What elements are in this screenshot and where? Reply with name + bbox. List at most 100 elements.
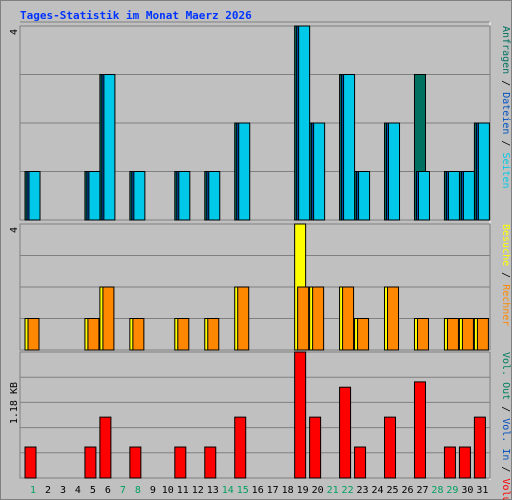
x-tick-label-day-25: 25 — [386, 485, 398, 496]
x-tick-label-day-21: 21 — [327, 485, 339, 496]
x-tick-label-day-26: 26 — [401, 485, 413, 496]
bar-seiten-day-27 — [417, 171, 430, 221]
bar-seiten-day-19 — [298, 25, 311, 221]
legend-2: Besuche / Rechner — [500, 224, 511, 326]
chart-panel-1: 4 — [9, 25, 491, 221]
bar-volumen-day-27 — [413, 381, 426, 479]
bar-rechner-day-5 — [87, 318, 100, 351]
legend-item-besuche: Besuche — [500, 224, 511, 266]
legend-item-vol-out: Vol. Out — [500, 352, 511, 400]
bar-rechner-day-6 — [102, 286, 115, 351]
x-tick-label-day-23: 23 — [357, 485, 369, 496]
x-tick-label-day-16: 16 — [252, 485, 264, 496]
bar-volumen-day-31 — [473, 416, 486, 479]
x-tick-label-day-1: 1 — [30, 485, 36, 496]
legend-3: Vol. Out / Vol. In / Volumen — [500, 352, 511, 500]
bar-seiten-day-23 — [358, 171, 371, 221]
bar-volumen-day-22 — [339, 386, 352, 479]
legend-separator: / — [500, 400, 511, 418]
bar-rechner-day-19 — [297, 286, 310, 351]
legend-separator: / — [500, 74, 511, 92]
bar-volumen-day-11 — [174, 446, 187, 479]
legend-separator: / — [500, 134, 511, 152]
bar-seiten-day-15 — [238, 122, 251, 221]
x-tick-label-day-22: 22 — [342, 485, 354, 496]
bar-rechner-day-27 — [416, 318, 429, 351]
bar-volumen-day-5 — [84, 446, 97, 479]
x-tick-label-day-4: 4 — [75, 485, 81, 496]
x-tick-label-day-19: 19 — [297, 485, 309, 496]
bar-seiten-day-22 — [343, 74, 356, 221]
bar-seiten-day-8 — [133, 171, 146, 221]
x-tick-label-day-13: 13 — [207, 485, 219, 496]
bar-volumen-day-1 — [24, 446, 37, 479]
chart-title: Tages-Statistik im Monat Maerz 2026 — [20, 9, 252, 22]
legend-item-vol-in: Vol. In — [500, 418, 511, 460]
bar-rechner-day-25 — [387, 286, 400, 351]
bar-seiten-day-31 — [477, 122, 490, 221]
x-tick-label-day-31: 31 — [476, 485, 488, 496]
legend-item-anfragen: Anfragen — [500, 26, 511, 74]
x-tick-label-day-17: 17 — [267, 485, 279, 496]
bar-volumen-day-19 — [294, 351, 307, 479]
bar-volumen-day-20 — [309, 416, 322, 479]
legend-separator: / — [500, 460, 511, 478]
bar-seiten-day-20 — [313, 122, 326, 221]
x-tick-label-day-7: 7 — [120, 485, 126, 496]
chart-panel-3: 1.18 KB — [9, 351, 491, 479]
bar-rechner-day-29 — [446, 318, 459, 351]
legend-1: Anfragen / Dateien / Seiten — [500, 26, 511, 189]
x-tick-label-day-27: 27 — [416, 485, 428, 496]
x-tick-label-day-11: 11 — [177, 485, 189, 496]
bar-volumen-day-6 — [99, 416, 112, 479]
bar-rechner-day-1 — [27, 318, 40, 351]
x-tick-label-day-24: 24 — [372, 485, 384, 496]
bar-volumen-day-29 — [443, 446, 456, 479]
y-axis-max-label: 4 — [9, 227, 20, 233]
bar-seiten-day-5 — [88, 171, 101, 221]
legend-item-rechner: Rechner — [500, 284, 511, 326]
x-tick-label-day-5: 5 — [90, 485, 96, 496]
x-tick-label-day-10: 10 — [162, 485, 174, 496]
bar-rechner-day-11 — [177, 318, 190, 351]
x-tick-label-day-6: 6 — [105, 485, 111, 496]
legend-separator: / — [500, 266, 511, 284]
bar-volumen-day-15 — [234, 416, 247, 479]
bar-seiten-day-6 — [103, 74, 116, 221]
x-tick-label-day-2: 2 — [45, 485, 51, 496]
bar-volumen-day-8 — [129, 446, 142, 479]
bar-seiten-day-11 — [178, 171, 191, 221]
legend-item-volumen: Volumen — [500, 478, 511, 500]
bar-seiten-day-30 — [462, 171, 475, 221]
legend-item-dateien: Dateien — [500, 92, 511, 134]
bar-rechner-day-22 — [342, 286, 355, 351]
x-tick-label-day-28: 28 — [431, 485, 443, 496]
bar-seiten-day-1 — [28, 171, 41, 221]
bar-volumen-day-23 — [354, 446, 367, 479]
bar-seiten-day-25 — [388, 122, 401, 221]
legend-item-seiten: Seiten — [500, 152, 511, 188]
x-tick-label-day-9: 9 — [150, 485, 156, 496]
bar-rechner-day-23 — [357, 318, 370, 351]
x-tick-label-day-20: 20 — [312, 485, 324, 496]
y-axis-max-label: 1.18 KB — [9, 382, 20, 424]
y-axis-max-label: 4 — [9, 29, 20, 35]
bar-rechner-day-15 — [237, 286, 250, 351]
chart-panel-2: 4 — [9, 223, 491, 351]
x-tick-label-day-3: 3 — [60, 485, 66, 496]
x-tick-label-day-15: 15 — [237, 485, 249, 496]
bar-rechner-day-8 — [132, 318, 145, 351]
x-tick-label-day-30: 30 — [461, 485, 473, 496]
bar-rechner-day-20 — [312, 286, 325, 351]
x-tick-label-day-29: 29 — [446, 485, 458, 496]
bar-rechner-day-30 — [461, 318, 474, 351]
x-tick-label-day-8: 8 — [135, 485, 141, 496]
x-tick-label-day-18: 18 — [282, 485, 294, 496]
x-tick-label-day-12: 12 — [192, 485, 204, 496]
bar-volumen-day-25 — [384, 416, 397, 479]
bar-rechner-day-31 — [476, 318, 489, 351]
bar-seiten-day-29 — [447, 171, 460, 221]
bar-volumen-day-30 — [458, 446, 471, 479]
